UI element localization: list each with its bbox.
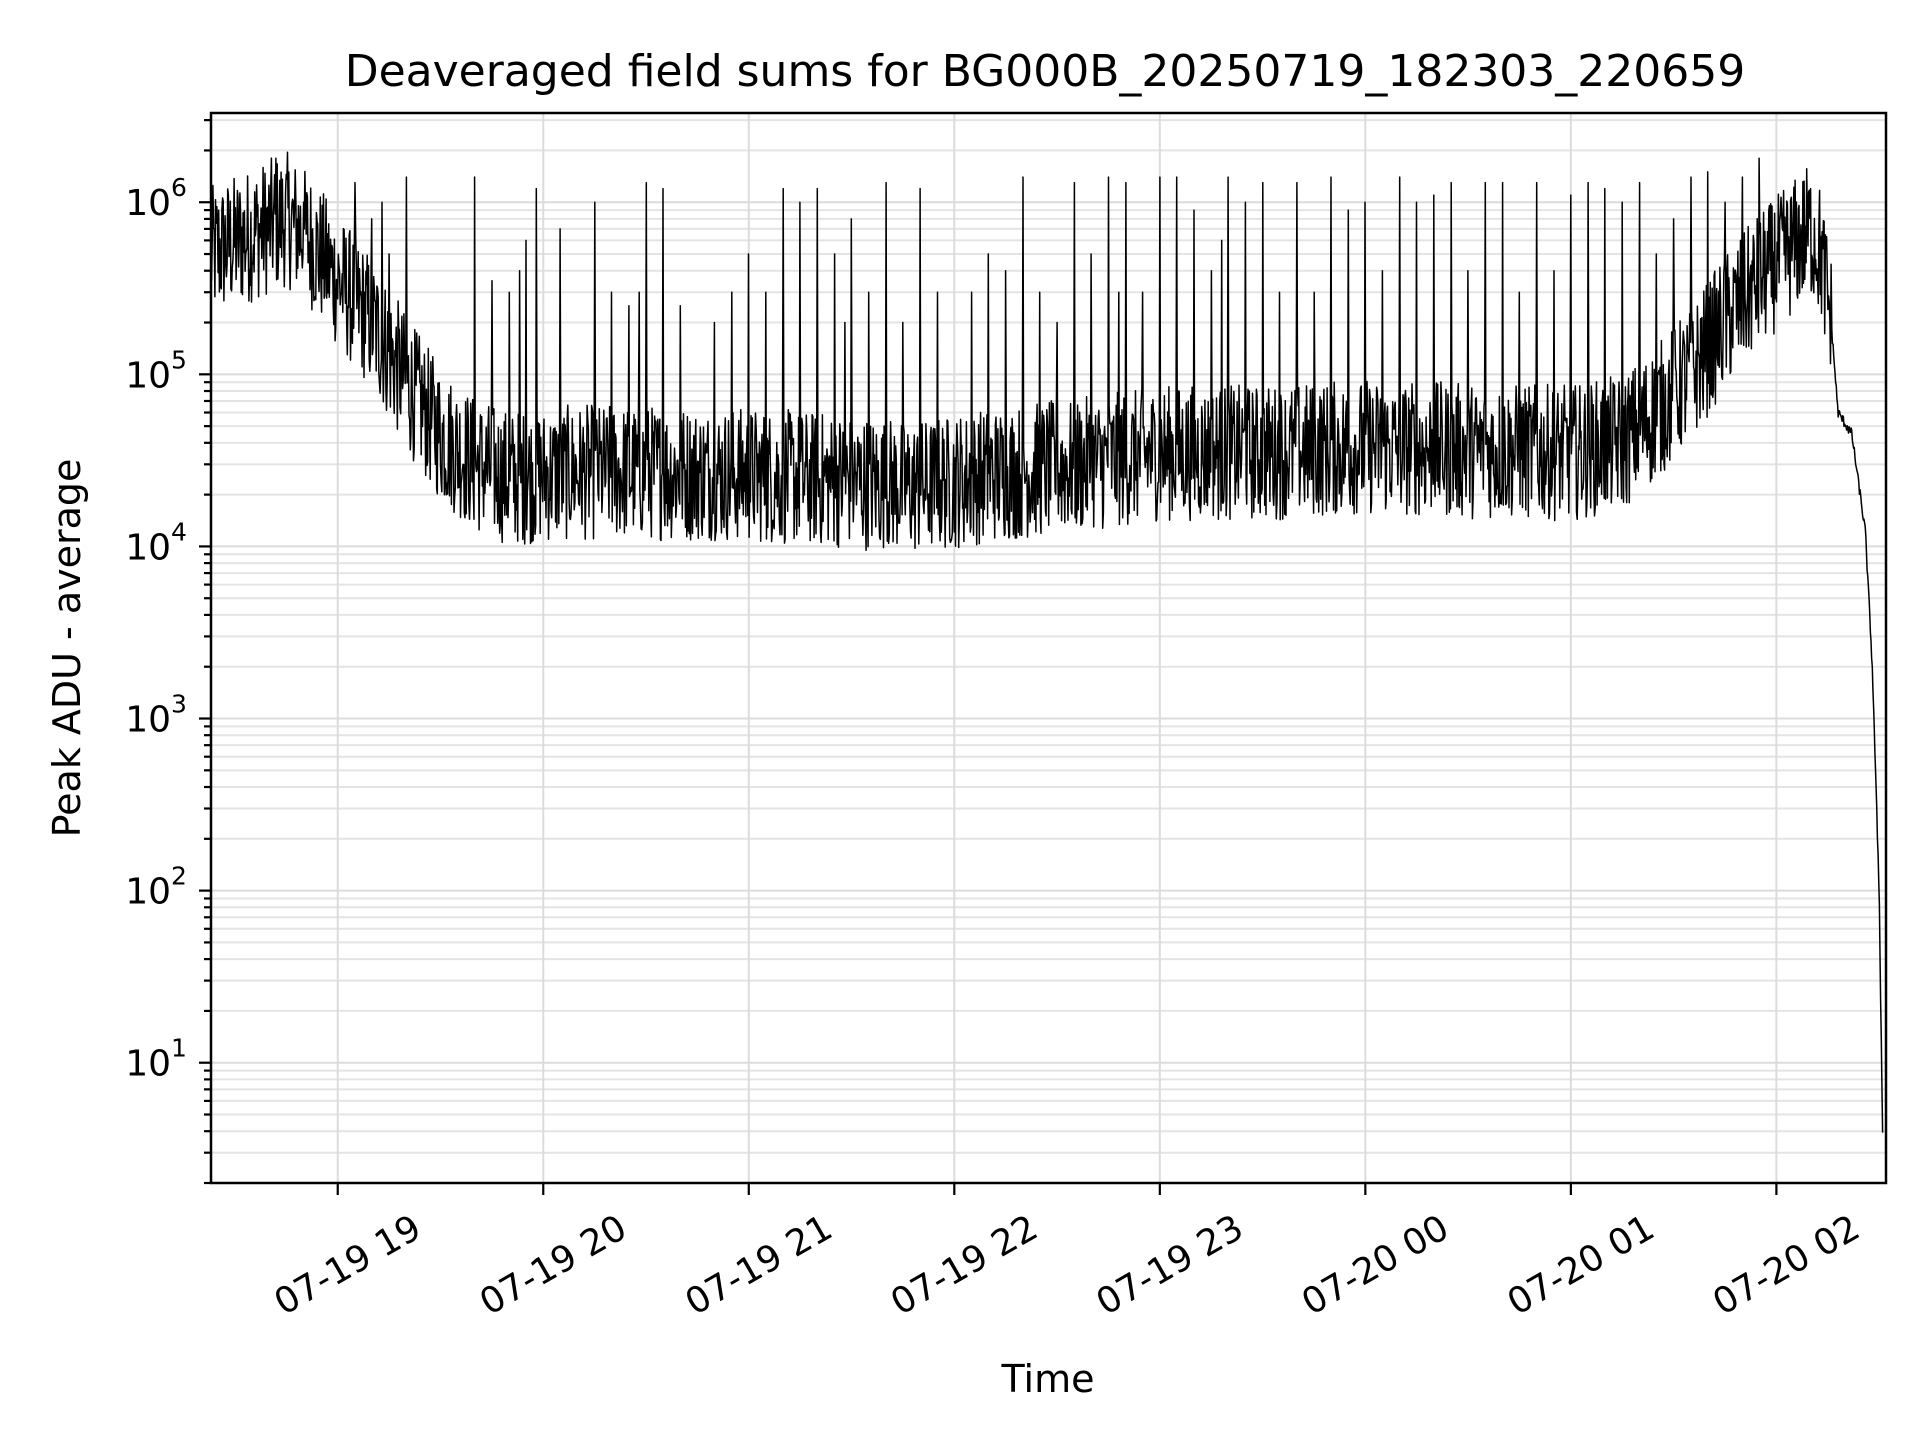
y-tick-label: 10	[125, 527, 171, 568]
y-tick-label: 10	[125, 700, 171, 741]
series-line	[210, 151, 1884, 1133]
chart-title: Deaveraged field sums for BG000B_2025071…	[345, 46, 1746, 97]
y-tick-exponent: 4	[171, 517, 187, 546]
y-tick-label: 10	[125, 872, 171, 913]
y-tick-exponent: 6	[171, 173, 187, 202]
y-axis-label: Peak ADU - average	[45, 459, 89, 838]
x-axis-label: Time	[1001, 1357, 1095, 1401]
series-group	[210, 151, 1884, 1133]
y-tick-exponent: 2	[171, 862, 187, 891]
y-tick-label: 10	[125, 1044, 171, 1085]
y-tick-label: 10	[125, 183, 171, 224]
y-tick-exponent: 5	[171, 345, 187, 374]
y-tick-label: 10	[125, 355, 171, 396]
plot-frame	[209, 111, 1888, 1185]
y-tick-exponent: 1	[171, 1034, 187, 1063]
y-tick-exponent: 3	[171, 690, 187, 719]
